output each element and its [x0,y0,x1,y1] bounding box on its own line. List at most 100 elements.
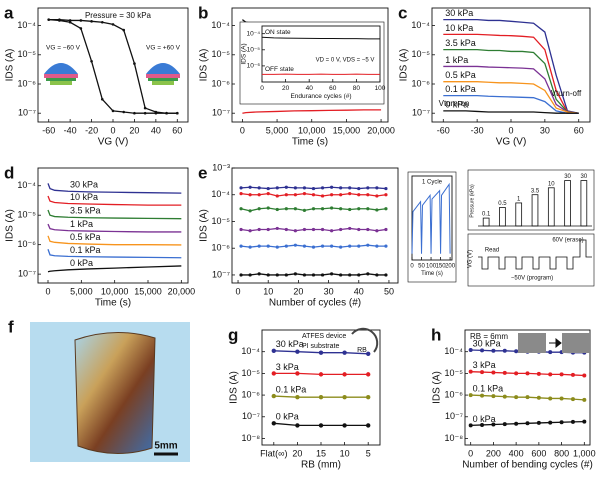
y-tick-label: 10⁻³ [212,162,230,172]
pulse-bar [515,202,523,227]
value-label: 30 [564,174,571,180]
annotation: VD = 0 V, VDS = −5 V [316,58,375,64]
x-tick-label: 100 [375,85,386,92]
series-label: 0.1 kPa [473,383,504,393]
data-point [143,106,147,110]
data-point [311,193,316,197]
x-tick-label: 60 [172,125,182,135]
data-point [175,111,179,115]
data-point [275,273,279,277]
series-label: 3 kPa [473,360,496,370]
data-point [384,186,388,191]
data-point [375,229,379,233]
data-point [293,272,297,276]
x-tick-label: 200 [486,448,501,458]
data-point [284,227,288,232]
x-tick-label: -20 [85,125,98,135]
data-point [266,244,270,248]
x-tick-label: 150 [436,264,447,270]
series-line [47,249,182,259]
y-axis-label: IDS (A) [399,49,410,82]
plot-frame [464,329,591,446]
data-point [548,420,553,425]
inset-background [467,169,595,231]
data-point [582,397,587,402]
series-line [443,81,579,114]
panel-letter: c [398,3,407,22]
annotation: ATFES device [302,333,346,340]
data-point [514,371,519,376]
y-tick-label: 10⁻⁸ [444,433,463,443]
y-axis-label: IDS (A) [229,371,240,404]
x-tick-label: 10 [340,448,350,458]
data-point [366,372,371,377]
y-tick-label: 10⁻⁶ [18,78,37,88]
data-point [502,394,507,399]
data-point [357,273,361,277]
data-point [525,421,530,426]
data-point [366,423,371,428]
series-label: 30 kPa [473,338,501,348]
data-point [570,419,575,424]
data-point [266,192,270,196]
panel-letter: b [198,3,208,22]
y-tick-label: 10⁻⁴ [444,346,463,356]
annotation: 60V (erase) [552,238,583,244]
y-tick-label: 10⁻⁵ [242,368,261,378]
data-point [302,244,307,248]
data-point [468,393,473,398]
plot-frame [411,175,453,261]
x-tick-label: 0 [236,286,241,296]
data-point [293,243,297,247]
data-point [559,396,564,401]
bent-device-sketch [351,327,379,353]
y-tick-label: 10⁻⁶ [212,243,231,253]
x-tick-label: 200 [445,264,456,270]
data-point [480,348,485,353]
x-tick-label: 60 [329,85,337,92]
y-tick-label: 10⁻⁵ [445,368,464,378]
data-point [357,207,361,211]
data-point [339,193,343,197]
y-tick-label: 10⁻⁵ [18,210,37,220]
data-point [271,348,276,353]
y-tick-label: 10⁻⁶ [18,239,37,249]
y-tick-label: 10⁻⁷ [18,108,36,118]
x-axis-label: RB (mm) [301,459,341,470]
data-point [143,111,147,115]
data-point [100,97,104,101]
data-point [239,273,243,277]
y-tick-label: 10⁻⁵ [412,49,431,59]
data-point [570,397,575,402]
data-point [491,348,496,353]
pulse-bar [564,180,571,227]
x-tick-label: 10,000 [298,125,326,135]
value-label: 0.5 [498,201,507,207]
data-point [375,186,379,190]
data-point [468,369,473,374]
x-tick-label: 50 [418,264,425,270]
x-tick-label: 15,000 [333,125,361,135]
data-point [266,273,270,277]
data-point [266,227,270,232]
data-point [165,111,168,115]
data-point [295,394,300,400]
data-point [366,394,371,400]
series-label: 0.1 kPa [70,245,101,255]
x-tick-label: 15,000 [134,286,162,296]
series-line [443,65,579,114]
data-point [366,227,370,232]
data-point [257,227,261,232]
series-line [443,110,579,114]
data-point [348,273,352,277]
x-tick-label: 20,000 [367,125,395,135]
data-point [330,185,334,189]
data-point [330,229,334,233]
photo-flexible-device [74,332,156,455]
data-point [311,207,316,211]
data-point [311,245,316,249]
data-point [514,395,519,400]
series-label: 0.1 kPa [445,84,476,94]
data-point [58,19,61,22]
data-point [366,351,371,356]
